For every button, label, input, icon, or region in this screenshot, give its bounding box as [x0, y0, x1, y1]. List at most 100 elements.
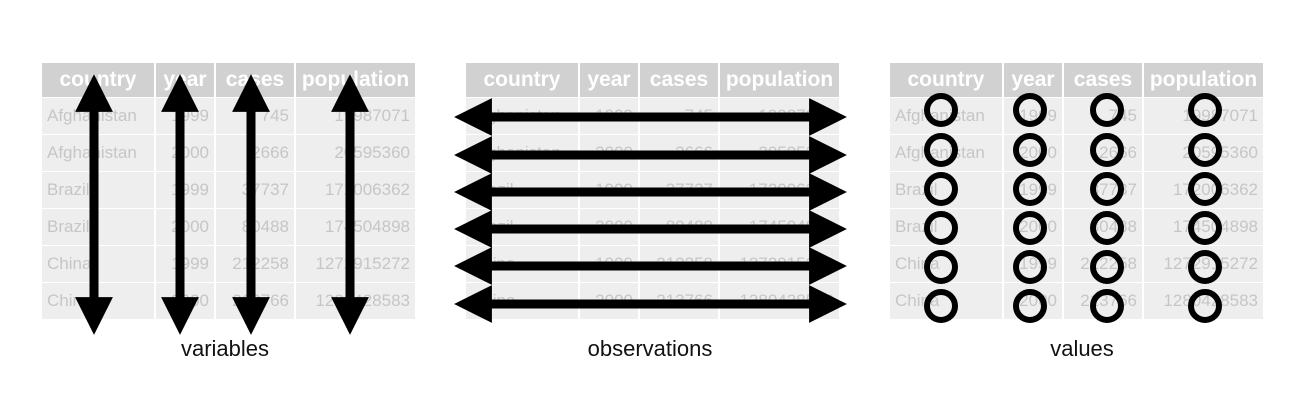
cell-population: 19987071	[1144, 98, 1263, 134]
header-country: country	[890, 63, 1002, 97]
cell-country: Afghanistan	[466, 135, 578, 171]
cell-year: 1999	[156, 172, 214, 208]
caption-variables: variables	[180, 336, 270, 361]
cell-country: Brazil	[466, 172, 578, 208]
cell-cases: 212258	[1064, 246, 1142, 282]
cell-country: Brazil	[890, 209, 1002, 245]
cell-population: 1280428583	[296, 283, 415, 319]
cell-population: 174504898	[296, 209, 415, 245]
caption-values: values	[1050, 336, 1114, 361]
header-population: population	[296, 63, 415, 97]
cell-year: 1999	[156, 246, 214, 282]
cell-year: 2000	[580, 135, 638, 171]
header-population: population	[720, 63, 839, 97]
cell-year: 2000	[580, 209, 638, 245]
cell-population: 1272915272	[720, 246, 839, 282]
cell-country: Afghanistan	[42, 135, 154, 171]
cell-year: 2000	[580, 283, 638, 319]
cell-country: China	[42, 246, 154, 282]
cell-country: China	[890, 283, 1002, 319]
header-row: country year cases population	[466, 63, 839, 97]
table-row: China 1999 212258 1272915272	[42, 246, 415, 282]
cell-country: China	[890, 246, 1002, 282]
table-row: Afghanistan 2000 2666 20595360	[890, 135, 1263, 171]
variables-table: country year cases population Afghanista…	[40, 62, 417, 320]
cell-year: 2000	[1004, 283, 1062, 319]
cell-cases: 213766	[1064, 283, 1142, 319]
values-table-panel: country year cases population Afghanista…	[888, 62, 1265, 320]
table-row: China 2000 213766 1280428583	[890, 283, 1263, 319]
cell-country: Afghanistan	[890, 98, 1002, 134]
cell-cases: 37737	[1064, 172, 1142, 208]
header-year: year	[1004, 63, 1062, 97]
values-table: country year cases population Afghanista…	[888, 62, 1265, 320]
cell-country: Brazil	[42, 172, 154, 208]
cell-population: 1280428583	[720, 283, 839, 319]
cell-population: 20595360	[1144, 135, 1263, 171]
cell-year: 2000	[1004, 135, 1062, 171]
table-row: Afghanistan 1999 745 19987071	[42, 98, 415, 134]
cell-cases: 213766	[640, 283, 718, 319]
variables-table-panel: country year cases population Afghanista…	[40, 62, 417, 320]
cell-population: 19987071	[296, 98, 415, 134]
cell-cases: 212258	[216, 246, 294, 282]
cell-population: 19987071	[720, 98, 839, 134]
cell-population: 1280428583	[1144, 283, 1263, 319]
cell-year: 1999	[156, 98, 214, 134]
header-country: country	[466, 63, 578, 97]
cell-year: 2000	[156, 283, 214, 319]
table-row: Afghanistan 2000 2666 20595360	[466, 135, 839, 171]
header-cases: cases	[1064, 63, 1142, 97]
header-row: country year cases population	[42, 63, 415, 97]
cell-year: 2000	[1004, 209, 1062, 245]
header-cases: cases	[640, 63, 718, 97]
cell-year: 1999	[1004, 246, 1062, 282]
header-population: population	[1144, 63, 1263, 97]
cell-country: Brazil	[42, 209, 154, 245]
cell-cases: 213766	[216, 283, 294, 319]
cell-population: 1272915272	[296, 246, 415, 282]
header-cases: cases	[216, 63, 294, 97]
cell-cases: 37737	[640, 172, 718, 208]
cell-year: 2000	[156, 135, 214, 171]
table-row: Brazil 1999 37737 172006362	[466, 172, 839, 208]
table-row: China 2000 213766 1280428583	[42, 283, 415, 319]
observations-table: country year cases population Afghanista…	[464, 62, 841, 320]
header-year: year	[156, 63, 214, 97]
cell-country: Brazil	[890, 172, 1002, 208]
cell-cases: 80488	[216, 209, 294, 245]
table-row: Brazil 2000 80488 174504898	[890, 209, 1263, 245]
cell-year: 1999	[580, 246, 638, 282]
cell-population: 172006362	[296, 172, 415, 208]
cell-year: 2000	[156, 209, 214, 245]
cell-country: Afghanistan	[466, 98, 578, 134]
table-row: Brazil 1999 37737 172006362	[42, 172, 415, 208]
table-row: Afghanistan 1999 745 19987071	[890, 98, 1263, 134]
cell-population: 172006362	[1144, 172, 1263, 208]
table-row: China 2000 213766 1280428583	[466, 283, 839, 319]
cell-country: China	[466, 283, 578, 319]
cell-country: Afghanistan	[42, 98, 154, 134]
cell-population: 174504898	[1144, 209, 1263, 245]
caption-observations: observations	[587, 336, 713, 361]
table-row: China 1999 212258 1272915272	[466, 246, 839, 282]
cell-country: Afghanistan	[890, 135, 1002, 171]
cell-population: 1272915272	[1144, 246, 1263, 282]
cell-year: 1999	[580, 172, 638, 208]
cell-country: China	[42, 283, 154, 319]
cell-cases: 37737	[216, 172, 294, 208]
cell-population: 172006362	[720, 172, 839, 208]
cell-cases: 745	[1064, 98, 1142, 134]
cell-cases: 212258	[640, 246, 718, 282]
cell-population: 20595360	[296, 135, 415, 171]
cell-cases: 2666	[216, 135, 294, 171]
cell-country: China	[466, 246, 578, 282]
cell-country: Brazil	[466, 209, 578, 245]
cell-population: 174504898	[720, 209, 839, 245]
header-row: country year cases population	[890, 63, 1263, 97]
table-row: Afghanistan 2000 2666 20595360	[42, 135, 415, 171]
table-row: Brazil 2000 80488 174504898	[42, 209, 415, 245]
table-row: Brazil 1999 37737 172006362	[890, 172, 1263, 208]
cell-cases: 745	[640, 98, 718, 134]
table-row: Brazil 2000 80488 174504898	[466, 209, 839, 245]
